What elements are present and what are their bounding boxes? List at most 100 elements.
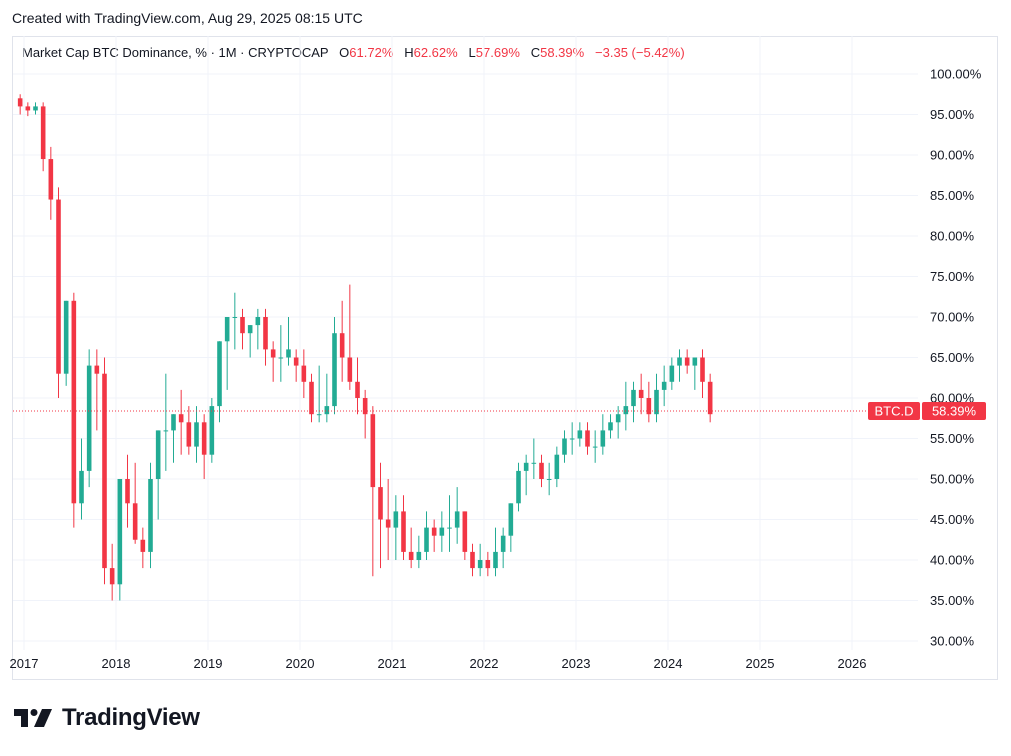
candle	[654, 373, 659, 423]
candle	[569, 422, 575, 455]
tradingview-logo-icon	[14, 709, 52, 727]
candle	[401, 495, 406, 560]
legend-change: −3.35 (−5.42%)	[595, 45, 685, 60]
candle-body	[470, 551, 475, 569]
candle	[493, 527, 498, 577]
candle	[40, 102, 46, 172]
candle-body	[301, 365, 307, 382]
candle	[554, 446, 560, 488]
candle	[339, 300, 345, 382]
candle	[301, 349, 307, 398]
candle	[71, 292, 77, 528]
price-tag-symbol: BTC.D	[875, 404, 914, 419]
candle-body	[600, 430, 606, 447]
legend-high-value: 62.62%	[413, 45, 458, 60]
candle-body	[71, 300, 77, 504]
tradingview-brand[interactable]: TradingView	[14, 704, 200, 732]
price-tick-label: 50.00%	[930, 472, 975, 487]
candle-body	[293, 357, 299, 366]
candle	[447, 495, 452, 552]
candle	[132, 462, 138, 544]
candle	[631, 381, 636, 423]
candle	[523, 454, 529, 496]
candle	[324, 373, 330, 423]
candle-body	[692, 357, 698, 366]
candle-body	[186, 422, 192, 447]
price-tick-label: 35.00%	[930, 593, 975, 608]
candle	[247, 325, 253, 358]
candlestick-chart[interactable]: 100.00% 95.00% 90.00% 85.00% 80.00% 75.00% 70.…	[0, 0, 1011, 690]
candle	[477, 543, 483, 577]
candle-body	[155, 430, 161, 479]
candle	[707, 373, 713, 423]
candle	[155, 430, 161, 520]
candle	[431, 519, 437, 552]
candle-body	[669, 365, 675, 382]
candle	[408, 527, 414, 569]
price-tick-label: 40.00%	[930, 553, 975, 568]
candle-body	[309, 381, 314, 415]
candle	[508, 503, 514, 552]
chart-legend: Market Cap BTC Dominance, % · 1M · CRYPT…	[22, 45, 685, 60]
candle-body	[316, 414, 322, 416]
time-tick-label: 2022	[470, 656, 499, 671]
candle	[677, 349, 682, 382]
candle-body	[324, 406, 330, 415]
candle	[171, 414, 176, 463]
candle	[278, 325, 284, 382]
tradingview-brand-name: TradingView	[62, 704, 200, 731]
chart-frame	[12, 36, 998, 680]
price-tick-label: 60.00%	[930, 391, 975, 406]
candle-body	[178, 414, 184, 423]
candle-body	[109, 568, 115, 585]
legend-close-label: C	[530, 45, 541, 60]
candle-body	[554, 454, 560, 479]
candle-body	[700, 357, 705, 382]
candles	[17, 94, 713, 601]
candle	[355, 357, 360, 415]
candle	[424, 511, 429, 560]
price-tag-symbol-box	[868, 402, 920, 421]
candle	[25, 102, 31, 117]
candle-body	[370, 414, 376, 488]
created-caption: Created with TradingView.com, Aug 29, 20…	[12, 10, 363, 26]
candle-body	[485, 560, 491, 569]
legend-symbol[interactable]: Market Cap BTC Dominance, % · 1M · CRYPT…	[22, 45, 329, 60]
candle	[485, 551, 491, 577]
candle-body	[224, 317, 230, 342]
candle-body	[247, 325, 253, 334]
candle	[33, 102, 38, 115]
candle-body	[615, 414, 621, 423]
candle	[661, 365, 667, 407]
candle	[232, 292, 238, 350]
candle-body	[240, 317, 245, 334]
candle-body	[569, 438, 575, 440]
candle-body	[201, 422, 207, 455]
price-tick-label: 55.00%	[930, 431, 975, 446]
candle-body	[707, 381, 713, 415]
candle	[17, 94, 23, 115]
candle	[378, 462, 383, 569]
candle-body	[171, 414, 176, 431]
candle	[309, 373, 314, 423]
candle	[692, 357, 698, 390]
candle-body	[48, 159, 54, 200]
candle	[194, 406, 199, 463]
candle-body	[217, 341, 222, 407]
candle	[316, 365, 322, 423]
candle-body	[431, 527, 437, 536]
candle	[531, 438, 537, 479]
candle-body	[86, 365, 92, 471]
candle-body	[401, 511, 406, 552]
candle	[470, 543, 475, 577]
legend-high-label: H	[404, 45, 414, 60]
price-tick-label: 30.00%	[930, 634, 975, 649]
candle-body	[63, 300, 69, 374]
candle	[684, 349, 690, 374]
candle-body	[592, 446, 598, 448]
candle-body	[654, 389, 659, 415]
candle-body	[255, 317, 261, 326]
candle	[546, 462, 552, 496]
legend-low-label: L	[468, 45, 476, 60]
price-tick-label: 45.00%	[930, 512, 975, 527]
